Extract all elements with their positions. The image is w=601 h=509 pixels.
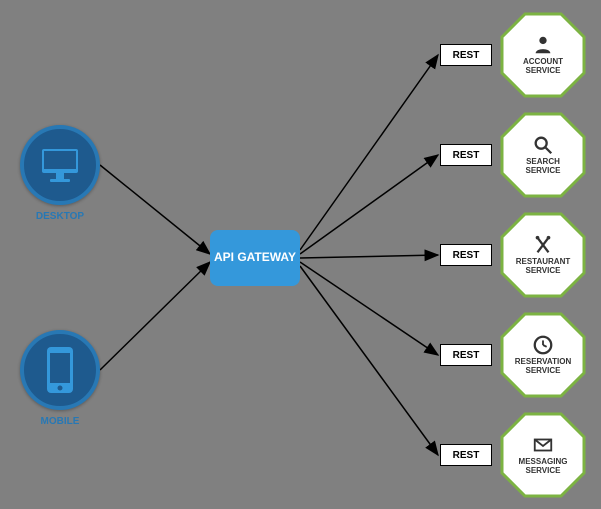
service-account: ACCOUNTSERVICE <box>498 10 588 100</box>
client-desktop-label: DESKTOP <box>20 211 100 222</box>
service-restaurant: RESTAURANTSERVICE <box>498 210 588 300</box>
service-label: SEARCH <box>526 157 560 166</box>
rest-badge: REST <box>440 44 492 66</box>
client-mobile: MOBILE <box>20 330 100 410</box>
service-reservation: RESERVATIONSERVICE <box>498 310 588 400</box>
service-label: MESSAGING <box>519 457 568 466</box>
rest-badge: REST <box>440 144 492 166</box>
client-desktop: DESKTOP <box>20 125 100 205</box>
rest-badge: REST <box>440 244 492 266</box>
user-icon <box>532 34 554 56</box>
service-label: RESTAURANT <box>516 257 571 266</box>
client-mobile-label: MOBILE <box>20 416 100 427</box>
utensils-icon <box>532 234 554 256</box>
service-label: ACCOUNT <box>523 57 563 66</box>
service-messaging: MESSAGINGSERVICE <box>498 410 588 500</box>
rest-badge: REST <box>440 344 492 366</box>
api-gateway-label: API GATEWAY <box>214 250 296 266</box>
clock-icon <box>532 334 554 356</box>
search-icon <box>532 134 554 156</box>
api-gateway: API GATEWAY <box>210 230 300 286</box>
rest-badge: REST <box>440 444 492 466</box>
monitor-icon <box>38 145 82 185</box>
mail-icon <box>532 434 554 456</box>
phone-icon <box>45 345 75 395</box>
service-search: SEARCHSERVICE <box>498 110 588 200</box>
service-label: RESERVATION <box>515 357 571 366</box>
